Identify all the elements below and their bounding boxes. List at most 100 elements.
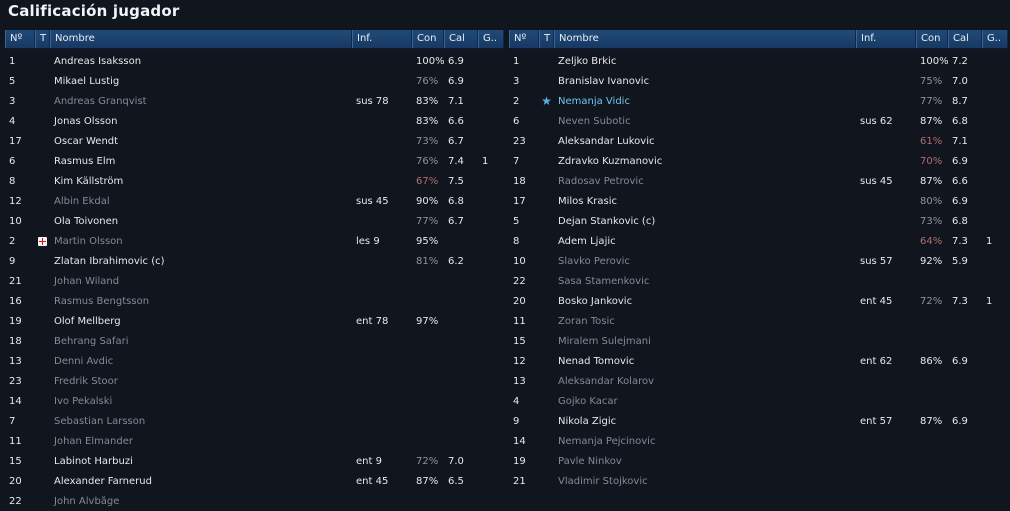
player-row[interactable]: 16 Rasmus Bengtsson [5, 291, 504, 311]
player-row[interactable]: 7 Zdravko Kuzmanovic 70% 6.9 [509, 151, 1008, 171]
player-row[interactable]: 10 Slavko Perovic sus 57 92% 5.9 [509, 251, 1008, 271]
player-row[interactable]: 21 Johan Wiland [5, 271, 504, 291]
player-row[interactable]: 14 Ivo Pekalski [5, 391, 504, 411]
player-name[interactable]: Aleksandar Kolarov [558, 375, 655, 387]
player-row[interactable]: 13 Aleksandar Kolarov [509, 371, 1008, 391]
player-row[interactable]: 15 Miralem Sulejmani [509, 331, 1008, 351]
player-row[interactable]: 23 Fredrik Stoor [5, 371, 504, 391]
player-row[interactable]: 13 Denni Avdic [5, 351, 504, 371]
player-name[interactable]: Jonas Olsson [54, 115, 118, 127]
player-name[interactable]: Kim Källström [54, 175, 124, 187]
player-name[interactable]: Slavko Perovic [558, 255, 630, 267]
player-row[interactable]: 4 Jonas Olsson 83% 6.6 [5, 111, 504, 131]
player-name[interactable]: Rasmus Bengtsson [54, 295, 150, 307]
column-header-con[interactable]: Con [412, 30, 444, 48]
player-name[interactable]: Nikola Zigic [558, 415, 617, 427]
player-row[interactable]: 11 Johan Elmander [5, 431, 504, 451]
player-row[interactable]: 2 ★ Nemanja Vidic 77% 8.7 [509, 91, 1008, 111]
player-row[interactable]: 9 Nikola Zigic ent 57 87% 6.9 [509, 411, 1008, 431]
player-name[interactable]: Fredrik Stoor [54, 375, 118, 387]
player-name[interactable]: Dejan Stankovic (c) [558, 215, 656, 227]
player-row[interactable]: 8 Adem Ljajic 64% 7.3 1 [509, 231, 1008, 251]
player-name[interactable]: Nemanja Vidic [558, 95, 630, 107]
player-name[interactable]: Behrang Safari [54, 335, 129, 347]
player-name[interactable]: Radosav Petrovic [558, 175, 644, 187]
player-row[interactable]: 8 Kim Källström 67% 7.5 [5, 171, 504, 191]
player-name[interactable]: Neven Subotic [558, 115, 631, 127]
player-row[interactable]: 22 John Alvbåge [5, 491, 504, 511]
player-name[interactable]: Bosko Jankovic [558, 295, 633, 307]
player-row[interactable]: 3 Branislav Ivanovic 75% 7.0 [509, 71, 1008, 91]
column-header-t[interactable]: T [35, 30, 50, 48]
player-row[interactable]: 17 Milos Krasic 80% 6.9 [509, 191, 1008, 211]
player-name[interactable]: Johan Wiland [54, 275, 120, 287]
player-name[interactable]: Milos Krasic [558, 195, 617, 207]
player-name[interactable]: Sebastian Larsson [54, 415, 146, 427]
column-header-con[interactable]: Con [916, 30, 948, 48]
player-row[interactable]: 11 Zoran Tosic [509, 311, 1008, 331]
player-row[interactable]: 4 Gojko Kacar [509, 391, 1008, 411]
player-row[interactable]: 18 Radosav Petrovic sus 45 87% 6.6 [509, 171, 1008, 191]
player-row[interactable]: 6 Neven Subotic sus 62 87% 6.8 [509, 111, 1008, 131]
player-name[interactable]: Ivo Pekalski [54, 395, 113, 407]
player-name[interactable]: Zdravko Kuzmanovic [558, 155, 663, 167]
player-row[interactable]: 22 Sasa Stamenkovic [509, 271, 1008, 291]
player-name[interactable]: Andreas Isaksson [54, 55, 142, 67]
player-row[interactable]: 23 Aleksandar Lukovic 61% 7.1 [509, 131, 1008, 151]
player-row[interactable]: 19 Pavle Ninkov [509, 451, 1008, 471]
player-name[interactable]: Sasa Stamenkovic [558, 275, 650, 287]
player-row[interactable]: 12 Nenad Tomovic ent 62 86% 6.9 [509, 351, 1008, 371]
player-name[interactable]: Alexander Farnerud [54, 475, 152, 487]
column-header-cal[interactable]: Cal [444, 30, 478, 48]
column-header-number[interactable]: Nº [5, 30, 35, 48]
player-row[interactable]: 9 Zlatan Ibrahimovic (c) 81% 6.2 [5, 251, 504, 271]
player-name[interactable]: Adem Ljajic [558, 235, 616, 247]
player-name[interactable]: Denni Avdic [54, 355, 114, 367]
column-header-name[interactable]: Nombre [50, 30, 352, 48]
player-row[interactable]: 20 Alexander Farnerud ent 45 87% 6.5 [5, 471, 504, 491]
player-row[interactable]: 12 Albin Ekdal sus 45 90% 6.8 [5, 191, 504, 211]
player-row[interactable]: 3 Andreas Granqvist sus 78 83% 7.1 [5, 91, 504, 111]
player-name[interactable]: Nenad Tomovic [558, 355, 635, 367]
player-name[interactable]: Albin Ekdal [54, 195, 110, 207]
player-row[interactable]: 10 Ola Toivonen 77% 6.7 [5, 211, 504, 231]
player-name[interactable]: Johan Elmander [54, 435, 133, 447]
player-row[interactable]: 5 Mikael Lustig 76% 6.9 [5, 71, 504, 91]
player-name[interactable]: Ola Toivonen [54, 215, 119, 227]
player-row[interactable]: 18 Behrang Safari [5, 331, 504, 351]
player-row[interactable]: 15 Labinot Harbuzi ent 9 72% 7.0 [5, 451, 504, 471]
column-header-number[interactable]: Nº [509, 30, 539, 48]
column-header-t[interactable]: T [539, 30, 554, 48]
player-name[interactable]: Zoran Tosic [558, 315, 615, 327]
player-name[interactable]: Miralem Sulejmani [558, 335, 651, 347]
player-name[interactable]: Gojko Kacar [558, 395, 618, 407]
column-header-goals[interactable]: G.. [478, 30, 504, 48]
player-name[interactable]: Pavle Ninkov [558, 455, 622, 467]
player-name[interactable]: Rasmus Elm [54, 155, 116, 167]
column-header-inf[interactable]: Inf. [352, 30, 412, 48]
player-row[interactable]: 7 Sebastian Larsson [5, 411, 504, 431]
player-row[interactable]: 1 Zeljko Brkic 100% 7.2 [509, 51, 1008, 71]
column-header-cal[interactable]: Cal [948, 30, 982, 48]
player-row[interactable]: 6 Rasmus Elm 76% 7.4 1 [5, 151, 504, 171]
player-row[interactable]: 2 Martin Olsson les 9 95% [5, 231, 504, 251]
player-name[interactable]: Labinot Harbuzi [54, 455, 133, 467]
player-name[interactable]: Oscar Wendt [54, 135, 119, 147]
player-name[interactable]: Vladimir Stojkovic [558, 475, 648, 487]
player-row[interactable]: 17 Oscar Wendt 73% 6.7 [5, 131, 504, 151]
player-name[interactable]: Andreas Granqvist [54, 95, 147, 107]
player-name[interactable]: Branislav Ivanovic [558, 75, 650, 87]
player-name[interactable]: Olof Mellberg [54, 315, 121, 327]
player-row[interactable]: 14 Nemanja Pejcinovic [509, 431, 1008, 451]
column-header-goals[interactable]: G.. [982, 30, 1008, 48]
player-name[interactable]: Aleksandar Lukovic [558, 135, 655, 147]
player-row[interactable]: 19 Olof Mellberg ent 78 97% [5, 311, 504, 331]
player-row[interactable]: 5 Dejan Stankovic (c) 73% 6.8 [509, 211, 1008, 231]
player-row[interactable]: 21 Vladimir Stojkovic [509, 471, 1008, 491]
player-name[interactable]: Zeljko Brkic [558, 55, 617, 67]
player-name[interactable]: Mikael Lustig [54, 75, 120, 87]
player-row[interactable]: 1 Andreas Isaksson 100% 6.9 [5, 51, 504, 71]
player-name[interactable]: Nemanja Pejcinovic [558, 435, 656, 447]
player-name[interactable]: Zlatan Ibrahimovic (c) [54, 255, 165, 267]
player-name[interactable]: Martin Olsson [54, 235, 123, 247]
